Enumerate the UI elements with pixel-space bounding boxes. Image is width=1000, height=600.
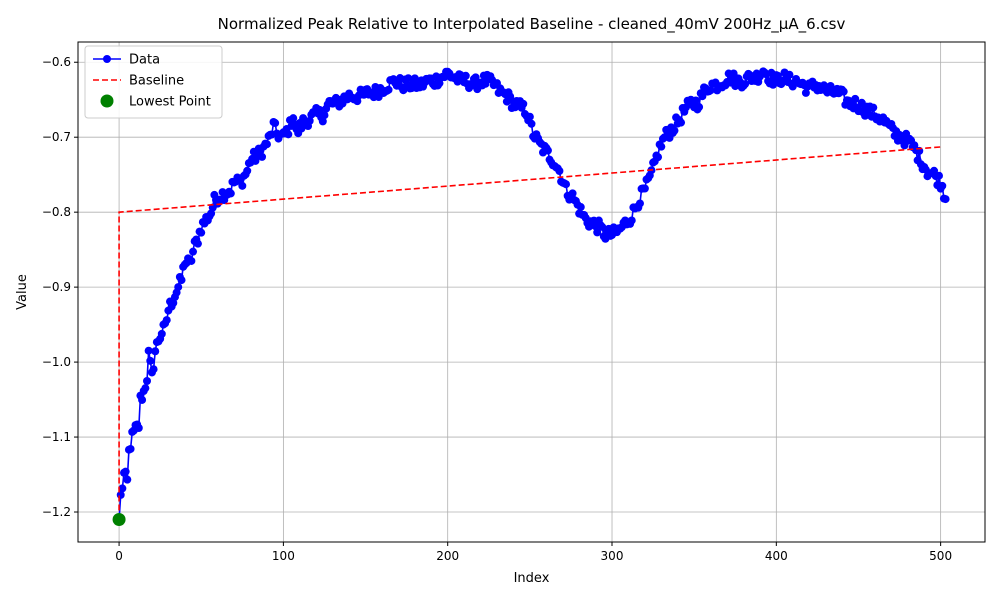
data-point	[187, 256, 196, 265]
data-point	[258, 152, 267, 161]
data-point	[262, 140, 271, 149]
data-point	[384, 85, 393, 94]
data-point	[315, 105, 324, 114]
data-point	[527, 119, 536, 128]
y-tick-label: −0.6	[42, 55, 71, 69]
y-tick-label: −1.2	[42, 505, 71, 519]
data-point	[785, 70, 794, 79]
legend-lowest-point-swatch	[100, 94, 114, 108]
legend-data-swatch-marker	[103, 55, 111, 63]
data-point	[320, 111, 329, 120]
data-point	[941, 195, 950, 204]
data-point	[555, 167, 564, 176]
data-point	[627, 216, 636, 225]
legend-box	[84, 45, 223, 119]
y-tick-label: −1.1	[42, 430, 71, 444]
data-point	[640, 184, 649, 193]
data-point	[562, 180, 571, 189]
data-point	[461, 71, 470, 80]
x-tick-label: 0	[115, 549, 123, 563]
data-point	[151, 347, 160, 356]
data-point	[695, 103, 704, 112]
data-point	[519, 99, 528, 108]
data-point	[826, 81, 835, 90]
data-point	[869, 103, 878, 112]
data-point	[141, 384, 150, 393]
legend: Data Baseline Lowest Point	[84, 45, 223, 119]
grid	[78, 42, 985, 542]
data-point	[404, 74, 413, 83]
data-point	[118, 484, 127, 493]
data-point	[568, 189, 577, 198]
data-point	[126, 444, 135, 453]
baseline-line	[118, 146, 941, 520]
data-point	[525, 112, 534, 121]
y-tick-label: −0.9	[42, 280, 71, 294]
data-point	[189, 247, 198, 256]
y-tick-label: −1.0	[42, 355, 71, 369]
data-point	[681, 103, 690, 112]
data-point	[226, 189, 235, 198]
legend-lowest-point-label: Lowest Point	[129, 95, 211, 110]
data-point	[691, 96, 700, 105]
data-point	[284, 130, 293, 139]
data-point	[305, 116, 314, 125]
data-point	[157, 329, 166, 338]
data-point	[706, 86, 715, 95]
data-point	[146, 356, 155, 365]
data-point	[593, 228, 602, 237]
data-point	[677, 118, 686, 127]
data-point	[177, 276, 186, 285]
data-point	[138, 395, 147, 404]
plot-frame	[77, 41, 986, 543]
x-tick-label: 500	[929, 549, 952, 563]
y-axis-ticks: −1.2 −1.1 −1.0 −0.9 −0.8 −0.7 −0.6	[42, 55, 78, 519]
x-tick-label: 400	[765, 549, 788, 563]
legend-data-label: Data	[129, 53, 160, 68]
data-point	[773, 71, 782, 80]
lowest-point-marker	[112, 513, 126, 527]
y-tick-label: −0.7	[42, 130, 71, 144]
data-point	[197, 228, 206, 237]
data-point	[318, 117, 327, 126]
data-point	[801, 88, 810, 97]
data-point	[193, 239, 202, 248]
data-point	[297, 124, 306, 133]
data-point	[741, 80, 750, 89]
data-point	[654, 153, 663, 162]
data-point	[149, 365, 158, 374]
data-point	[162, 316, 171, 325]
data-point	[839, 87, 848, 96]
data-point	[576, 203, 585, 212]
x-axis-label: Index	[514, 571, 550, 586]
data-point	[143, 377, 152, 386]
x-tick-label: 200	[436, 549, 459, 563]
data-point	[635, 199, 644, 208]
data-point	[123, 475, 132, 484]
data-point	[289, 114, 298, 123]
data-point	[174, 283, 183, 292]
data-point	[598, 222, 607, 231]
y-tick-label: −0.8	[42, 205, 71, 219]
data-point	[134, 424, 143, 432]
series-layer	[112, 67, 950, 527]
data-point	[934, 171, 943, 180]
data-point	[243, 166, 252, 175]
x-axis-ticks: 0 100 200 300 400 500	[115, 542, 952, 563]
legend-baseline-label: Baseline	[129, 74, 184, 89]
y-axis-label: Value	[15, 274, 30, 310]
chart-title: Normalized Peak Relative to Interpolated…	[218, 15, 846, 34]
data-point	[144, 346, 153, 355]
data-point	[657, 142, 666, 151]
data-point	[670, 126, 679, 135]
data-point	[271, 119, 280, 128]
x-tick-label: 100	[272, 549, 295, 563]
data-point	[121, 467, 130, 476]
x-tick-label: 300	[601, 549, 624, 563]
data-point	[851, 94, 860, 103]
data-point	[938, 181, 947, 190]
data-point	[543, 146, 552, 155]
data-point	[238, 181, 247, 190]
